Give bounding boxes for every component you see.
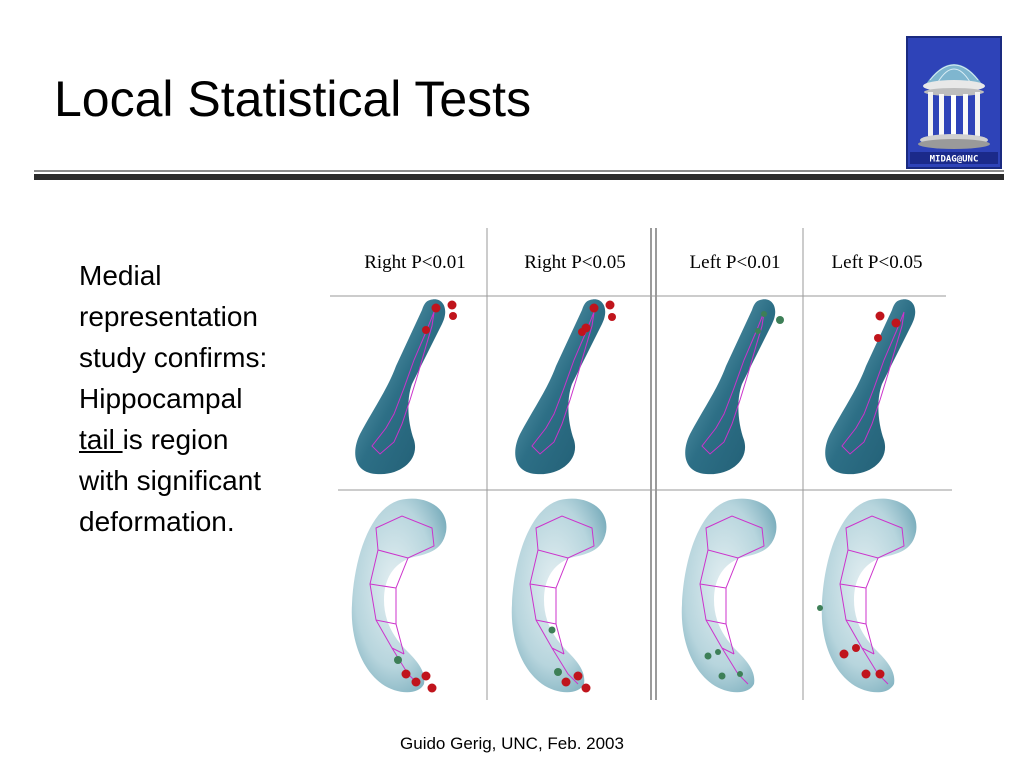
- body-line: deformation.: [79, 506, 235, 537]
- body-text: Medial representation study confirms: Hi…: [79, 255, 329, 542]
- column-header: Left P<0.05: [831, 252, 923, 273]
- body-line-rest: is region: [122, 424, 229, 455]
- slide-footer: Guido Gerig, UNC, Feb. 2003: [400, 734, 624, 753]
- slide-title: Local Statistical Tests: [54, 71, 532, 127]
- body-line: Hippocampal: [79, 383, 243, 414]
- body-line-tail: tail is region: [79, 419, 329, 460]
- body-line: study confirms:: [79, 342, 268, 373]
- column-header: Right P<0.01: [364, 252, 466, 273]
- title-rule: [34, 174, 1004, 180]
- midag-unc-logo: MIDAG@UNC: [906, 36, 1002, 169]
- underlined-word: tail: [79, 424, 123, 455]
- column-header: Left P<0.01: [689, 252, 781, 273]
- column-header: Right P<0.05: [524, 252, 626, 273]
- body-line: Medial: [79, 260, 162, 291]
- logo-caption: MIDAG@UNC: [930, 155, 979, 165]
- title-rule-thin: [34, 170, 1004, 172]
- body-line: representation: [79, 301, 259, 332]
- figure-grid: [330, 228, 952, 700]
- body-line: with significant: [79, 465, 262, 496]
- hippocampus-figure: Right P<0.01 Right P<0.05 Left P<0.01 Le…: [330, 228, 952, 700]
